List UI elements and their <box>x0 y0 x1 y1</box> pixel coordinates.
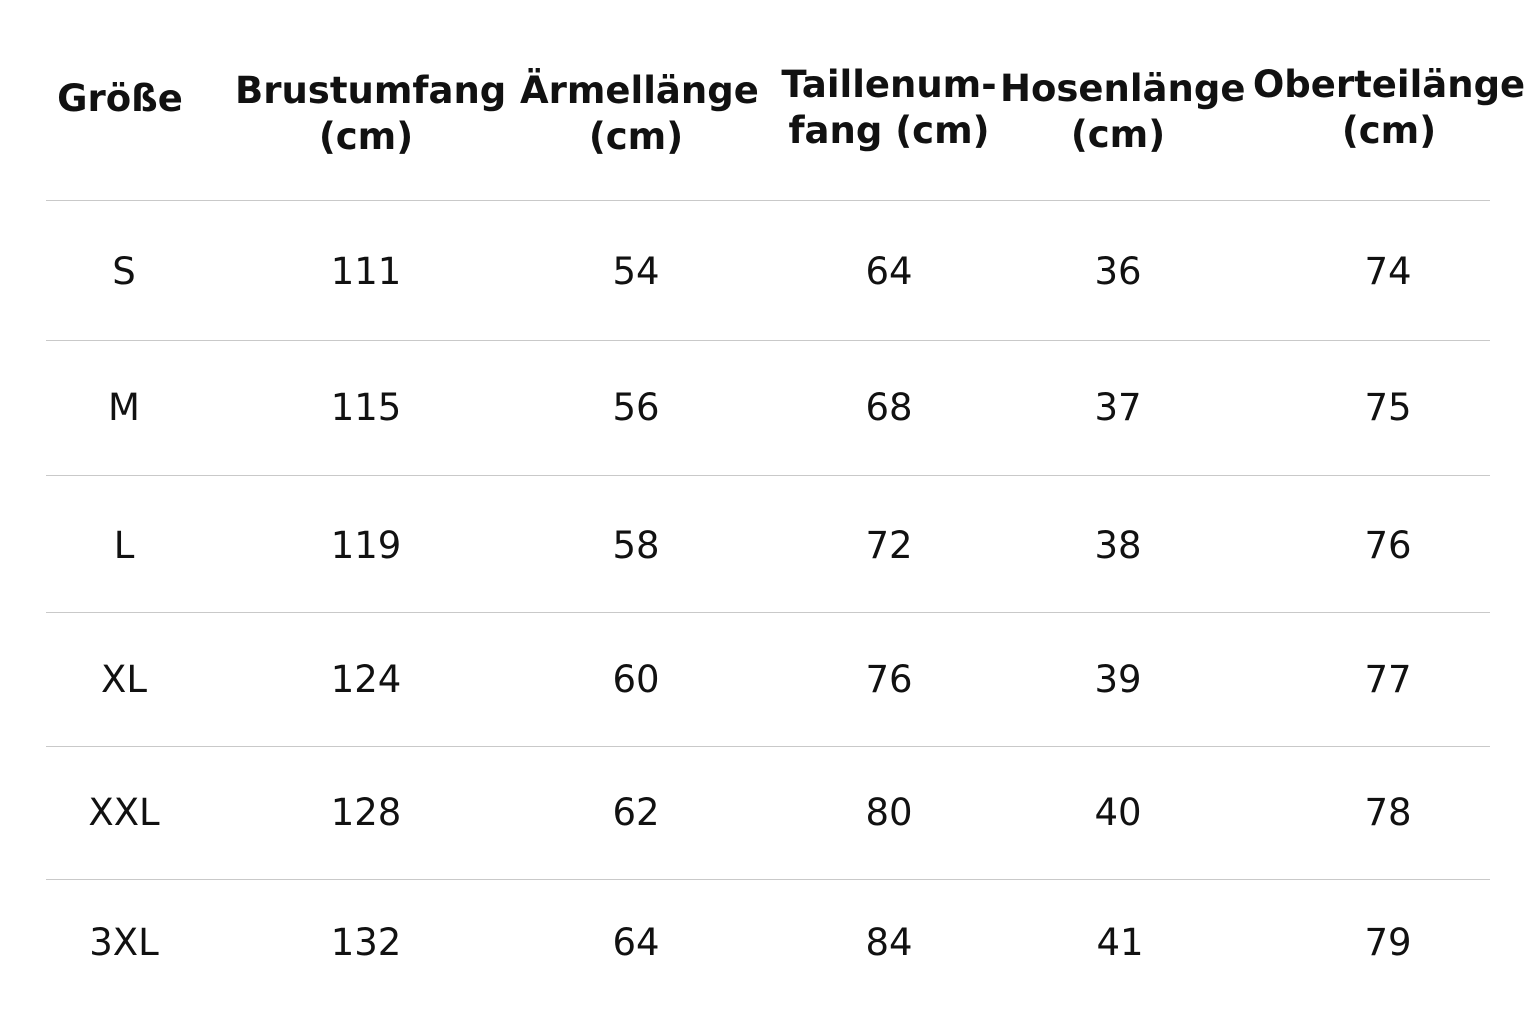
cell-size: XXL <box>88 791 160 834</box>
cell-top-length: 74 <box>1364 250 1412 293</box>
cell-top-length: 76 <box>1364 524 1412 567</box>
cell-top-length: 78 <box>1364 791 1412 834</box>
cell-trouser-length: 41 <box>1096 921 1144 964</box>
cell-chest: 115 <box>330 386 402 429</box>
row-divider <box>46 200 1490 201</box>
cell-top-length: 79 <box>1364 921 1412 964</box>
header-waist: Taillenum- fang (cm) <box>781 63 997 152</box>
cell-chest: 119 <box>330 524 402 567</box>
cell-trouser-length: 39 <box>1094 658 1142 701</box>
row-divider <box>46 340 1490 341</box>
header-size: Größe <box>57 77 183 120</box>
header-sleeve: Ärmellänge (cm) <box>520 69 759 158</box>
cell-trouser-length: 36 <box>1094 250 1142 293</box>
table-row: M 115 56 68 37 75 <box>0 341 1536 475</box>
cell-chest: 124 <box>330 658 402 701</box>
cell-trouser-length: 37 <box>1094 386 1142 429</box>
table-row: S 111 54 64 36 74 <box>0 205 1536 339</box>
cell-chest: 132 <box>330 921 402 964</box>
cell-waist: 68 <box>865 386 913 429</box>
cell-top-length: 77 <box>1364 658 1412 701</box>
header-top-length: Oberteilänge (cm) <box>1252 63 1526 152</box>
cell-waist: 64 <box>865 250 913 293</box>
cell-sleeve: 56 <box>612 386 660 429</box>
table-row: XXL 128 62 80 40 78 <box>0 746 1536 880</box>
row-divider <box>46 879 1490 880</box>
cell-chest: 111 <box>330 250 402 293</box>
header-trouser-length: Hosenlänge (cm) <box>1000 67 1246 156</box>
cell-top-length: 75 <box>1364 386 1412 429</box>
cell-trouser-length: 38 <box>1094 524 1142 567</box>
table-header-row: Größe Brustumfang (cm) Ärmellänge (cm) T… <box>0 0 1536 200</box>
cell-sleeve: 60 <box>612 658 660 701</box>
table-row: XL 124 60 76 39 77 <box>0 613 1536 747</box>
row-divider <box>46 475 1490 476</box>
cell-trouser-length: 40 <box>1094 791 1142 834</box>
header-chest: Brustumfang (cm) <box>235 69 507 158</box>
table-row: L 119 58 72 38 76 <box>0 479 1536 613</box>
cell-size: L <box>113 524 135 567</box>
cell-waist: 72 <box>865 524 913 567</box>
row-divider <box>46 746 1490 747</box>
cell-waist: 80 <box>865 791 913 834</box>
row-divider <box>46 612 1490 613</box>
cell-sleeve: 64 <box>612 921 660 964</box>
cell-sleeve: 62 <box>612 791 660 834</box>
cell-sleeve: 58 <box>612 524 660 567</box>
table-row: 3XL 132 64 84 41 79 <box>0 876 1536 1010</box>
cell-size: M <box>108 386 140 429</box>
cell-waist: 84 <box>865 921 913 964</box>
cell-size: S <box>112 250 136 293</box>
cell-chest: 128 <box>330 791 402 834</box>
cell-waist: 76 <box>865 658 913 701</box>
cell-size: 3XL <box>89 921 159 964</box>
cell-sleeve: 54 <box>612 250 660 293</box>
cell-size: XL <box>101 658 147 701</box>
